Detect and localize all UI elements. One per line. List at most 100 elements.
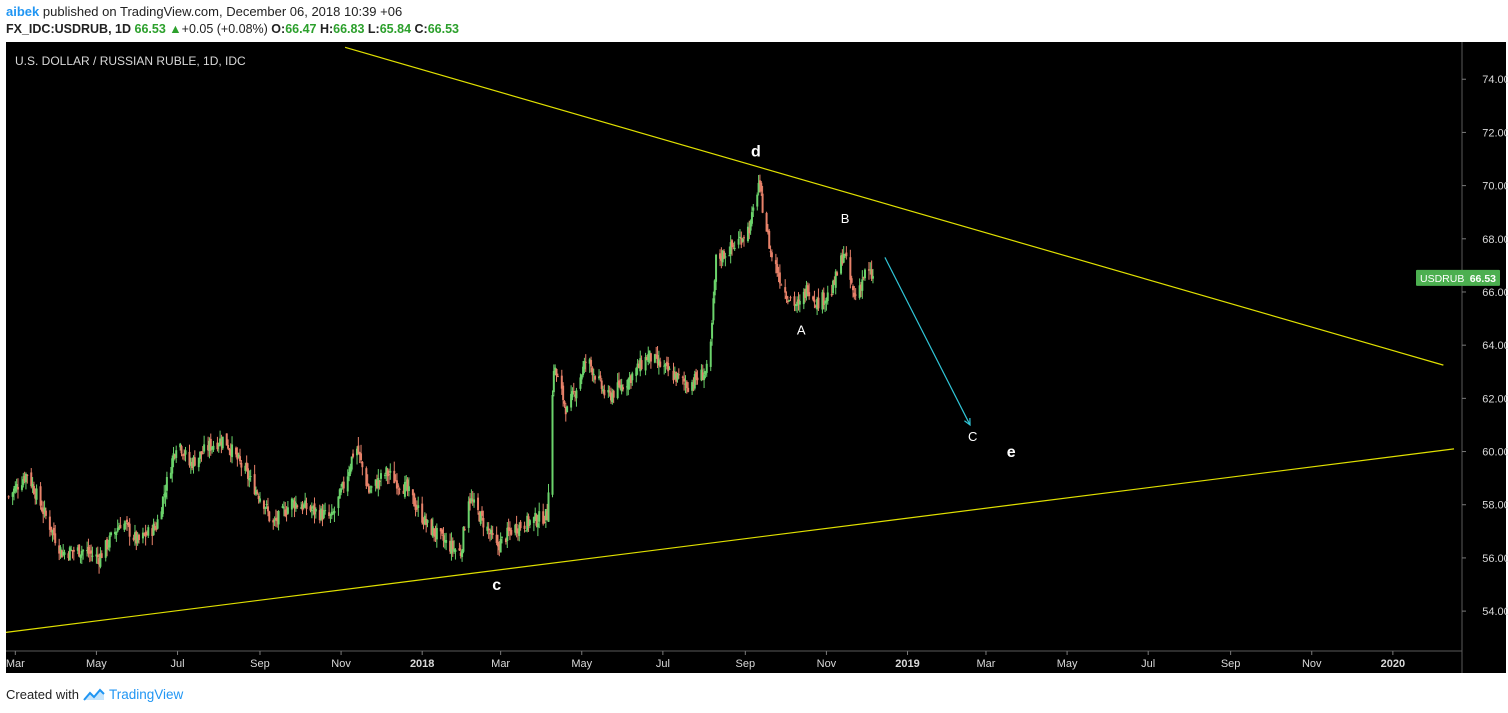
candle-body	[356, 448, 359, 456]
candle-body	[244, 465, 247, 471]
candle-body	[68, 547, 71, 561]
candle-body	[519, 521, 522, 529]
candle-body	[357, 445, 360, 454]
candle-body	[490, 529, 493, 534]
candle-body	[245, 462, 248, 470]
y-tick-label: 58.00	[1482, 500, 1508, 512]
candle-body	[518, 524, 521, 536]
candle-body	[814, 305, 817, 307]
x-tick-label: Jul	[170, 658, 184, 670]
x-tick-label: May	[1057, 658, 1078, 670]
candle-body	[603, 389, 606, 396]
candle-body	[487, 528, 490, 531]
candle-body	[844, 253, 847, 256]
candle-body	[99, 553, 102, 567]
candle-body	[852, 286, 855, 291]
price-axis: 54.00 56.00 58.00 60.00 62.00 64.00 66.00 68.00…	[1462, 74, 1508, 618]
candle-body	[191, 461, 194, 469]
candle-body	[789, 297, 792, 299]
low-value: 65.84	[379, 22, 412, 36]
candle-body	[720, 255, 723, 261]
candle-body	[329, 514, 332, 516]
candle-body	[515, 523, 518, 534]
x-tick-label: May	[86, 658, 107, 670]
candle-body	[840, 255, 843, 274]
candle-body	[164, 492, 167, 498]
candle-body	[564, 406, 567, 415]
candle-body	[510, 529, 513, 535]
candle-body	[200, 451, 203, 455]
wave-label-d: d	[751, 143, 761, 160]
candle-body	[602, 389, 605, 392]
candle-body	[588, 359, 591, 364]
candle-body	[60, 550, 63, 558]
candle-body	[304, 500, 307, 508]
candle-body	[293, 501, 296, 509]
candle-body	[649, 353, 652, 362]
candle-body	[411, 489, 414, 496]
candle-body	[600, 380, 603, 389]
candle-body	[179, 443, 182, 448]
candle-body	[619, 384, 622, 389]
candle-body	[229, 449, 232, 456]
candle-body	[507, 527, 510, 532]
candle-body	[352, 453, 355, 457]
candle-body	[220, 441, 223, 446]
candle-body	[403, 482, 406, 497]
candle-body	[212, 445, 215, 450]
candle-body	[813, 299, 816, 303]
candle-body	[768, 230, 771, 249]
candle-body	[348, 472, 351, 477]
candle-body	[664, 364, 667, 367]
candle-body	[778, 272, 781, 284]
candle-body	[165, 477, 168, 491]
candle-body	[341, 482, 344, 487]
candle-body	[181, 454, 184, 456]
candle-body	[854, 294, 857, 296]
candle-body	[413, 493, 416, 507]
price-change: +0.05 (+0.08%)	[181, 22, 268, 36]
candle-body	[796, 301, 799, 306]
candle-body	[500, 536, 503, 538]
candle-body	[249, 476, 252, 478]
candle-body	[536, 523, 539, 528]
candle-body	[86, 550, 89, 552]
price-chart[interactable]: d c A B Ce 54.00 56.00 58.00 60.00 62.00 64.00 66.…	[0, 42, 1508, 682]
candle-body	[657, 359, 660, 366]
candle-body	[514, 524, 517, 533]
tradingview-brand-link[interactable]: TradingView	[108, 687, 184, 702]
candle-body	[499, 539, 502, 553]
candle-body	[853, 292, 856, 297]
up-triangle-icon: ▲	[169, 22, 182, 36]
candle-body	[824, 301, 827, 304]
candle-body	[43, 507, 46, 512]
candle-body	[71, 550, 74, 552]
candle-body	[757, 182, 760, 193]
candle-body	[151, 528, 154, 536]
candle-body	[76, 547, 79, 551]
candle-body	[543, 521, 546, 523]
candle-body	[752, 207, 755, 211]
candle-body	[342, 481, 345, 489]
candle-body	[349, 467, 352, 474]
candle-body	[583, 361, 586, 370]
open-value: 66.47	[285, 22, 317, 36]
candle-body	[471, 500, 474, 502]
candle-body	[406, 479, 409, 491]
candle-body	[389, 470, 392, 473]
candle-body	[665, 361, 668, 365]
candle-body	[340, 488, 343, 493]
author-link[interactable]: aibek	[6, 4, 40, 19]
candle-body	[834, 271, 837, 288]
candle-body	[594, 376, 597, 380]
candle-body	[78, 544, 81, 557]
candle-body	[184, 450, 187, 455]
candle-body	[816, 298, 819, 310]
candle-body	[859, 284, 862, 289]
candle-body	[591, 367, 594, 376]
candle-body	[417, 505, 420, 508]
price-tag-symbol: USDRUB	[1420, 273, 1464, 285]
candle-body	[405, 481, 408, 483]
y-tick-label: 70.00	[1482, 181, 1508, 193]
candle-body	[673, 373, 676, 379]
